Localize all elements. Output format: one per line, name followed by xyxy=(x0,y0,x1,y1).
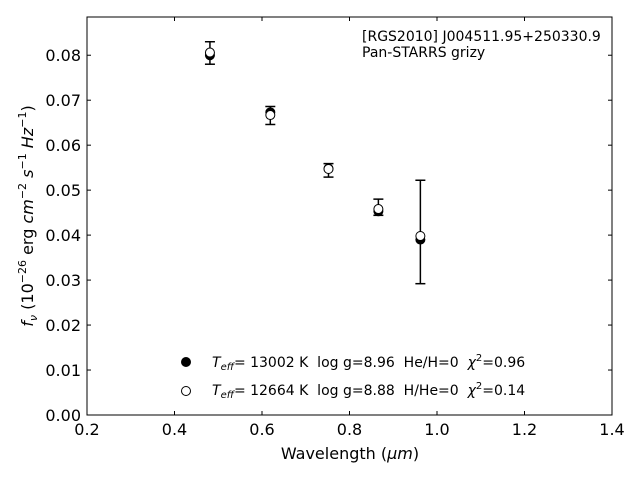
annotation-line-1: [RGS2010] J004511.95+250330.9 xyxy=(362,29,601,45)
x-tick-label: 0.2 xyxy=(74,420,99,439)
y-tick-label: 0.00 xyxy=(45,406,81,425)
annotation-line-2: Pan-STARRS grizy xyxy=(362,45,485,61)
y-tick-label: 0.04 xyxy=(45,226,81,245)
plot-frame xyxy=(86,16,613,416)
y-tick-label: 0.03 xyxy=(45,271,81,290)
y-tick-label: 0.08 xyxy=(45,46,81,65)
x-tick-label: 0.4 xyxy=(162,420,187,439)
x-axis-ticks: 0.2 0.4 0.6 0.8 1.0 1.2 1.4 xyxy=(74,17,625,439)
y-axis-label: fν (10−26 erg cm−2 s−1 Hz−1) xyxy=(16,105,40,326)
y-tick-label: 0.02 xyxy=(45,316,81,335)
x-tick-label: 1.4 xyxy=(599,420,624,439)
y-tick-label: 0.05 xyxy=(45,181,81,200)
y-tick-label: 0.01 xyxy=(45,361,81,380)
legend-label-2: Teff= 12664 K log g=8.88 H/He=0 χ2=0.14 xyxy=(212,381,525,401)
x-tick-label: 1.0 xyxy=(424,420,449,439)
point-open-circle xyxy=(265,110,276,121)
point-open-circle xyxy=(323,164,334,175)
x-tick-label: 0.6 xyxy=(249,420,274,439)
x-tick-label: 0.8 xyxy=(337,420,362,439)
legend-marker-open xyxy=(181,386,191,396)
legend: Teff= 13002 K log g=8.96 He/H=0 χ2=0.96 … xyxy=(181,353,525,401)
y-tick-label: 0.07 xyxy=(45,91,81,110)
point-open-circle xyxy=(373,204,384,215)
point-open-circle xyxy=(415,231,426,242)
error-bars xyxy=(204,40,426,285)
point-open-circle xyxy=(204,47,215,58)
y-tick-label: 0.06 xyxy=(45,136,81,155)
data-points xyxy=(204,47,426,245)
legend-marker-filled xyxy=(181,357,191,367)
y-axis-ticks: 0.00 0.01 0.02 0.03 0.04 0.05 0.06 0.07 0.08 xyxy=(45,46,612,425)
x-tick-label: 1.2 xyxy=(512,420,537,439)
legend-label-1: Teff= 13002 K log g=8.96 He/H=0 χ2=0.96 xyxy=(212,353,525,373)
x-axis-label: Wavelength (μm) xyxy=(281,444,419,463)
